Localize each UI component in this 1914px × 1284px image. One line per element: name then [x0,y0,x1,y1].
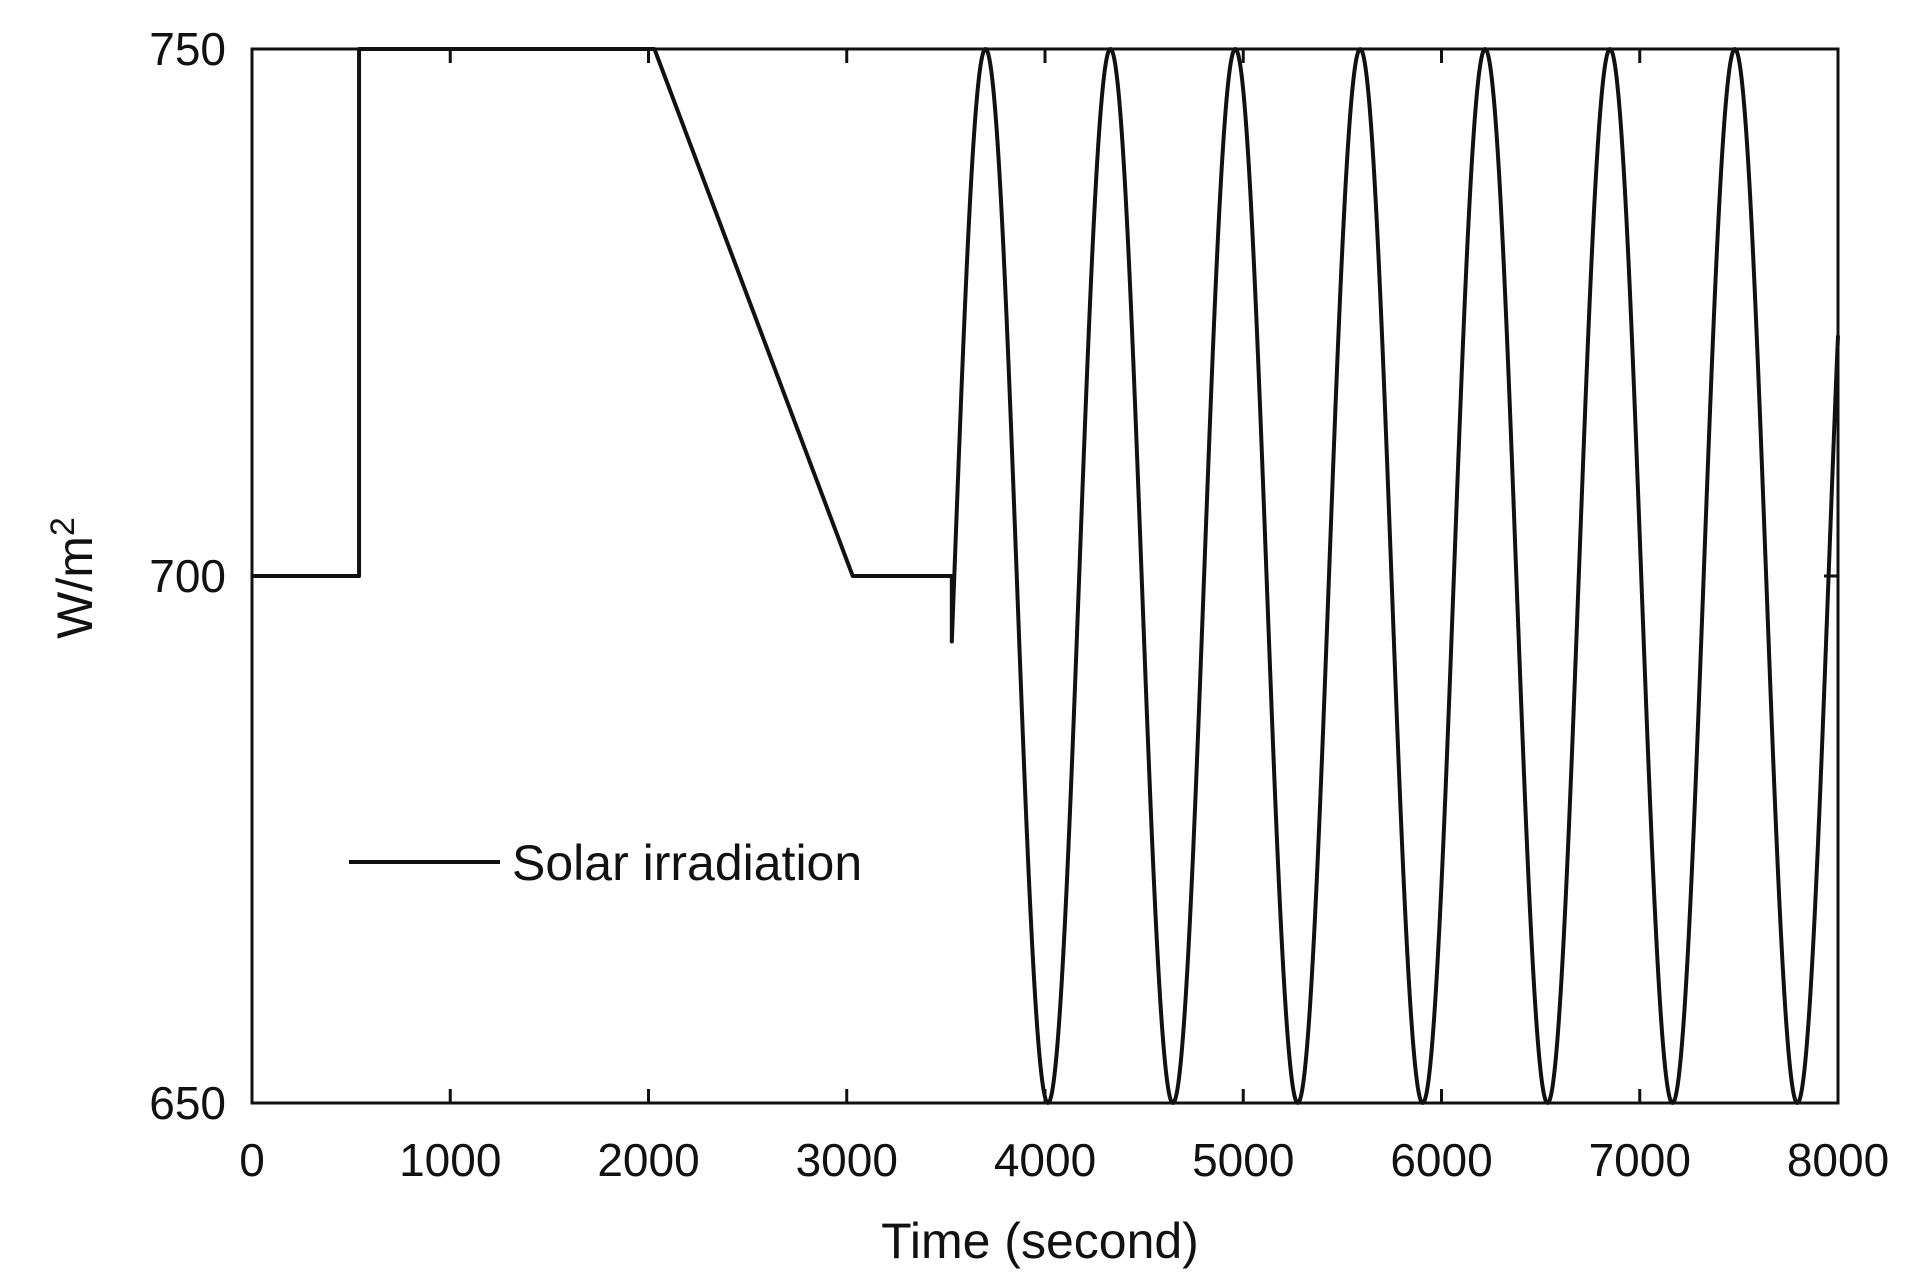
axes-box [250,47,1840,1105]
x-tick-label: 2000 [597,1134,699,1186]
y-axis-title-superscript: 2 [44,517,82,536]
y-axis-title-base: W/m [47,536,103,639]
legend-label: Solar irradiation [512,835,862,891]
x-tick-label: 0 [239,1134,265,1186]
x-tick-label: 1000 [399,1134,501,1186]
x-tick-label: 5000 [1192,1134,1294,1186]
tick-labels: 0 1000 2000 3000 4000 5000 6000 7000 8000 650 700 7… [149,23,1889,1186]
plot-area [250,47,1840,1105]
x-axis-title: Time (second) [881,1213,1199,1269]
y-tick-label: 700 [149,550,226,602]
x-tick-label: 6000 [1390,1134,1492,1186]
x-tick-label: 3000 [796,1134,898,1186]
axis-ticks [250,47,1840,1105]
y-tick-label: 750 [149,23,226,75]
series-line-0 [252,47,1840,1105]
x-tick-label: 7000 [1589,1134,1691,1186]
y-tick-label: 650 [149,1077,226,1129]
x-tick-label: 4000 [994,1134,1096,1186]
legend: Solar irradiation [349,835,862,891]
y-axis-title: W/m2 [44,517,103,639]
x-tick-label: 8000 [1787,1134,1889,1186]
